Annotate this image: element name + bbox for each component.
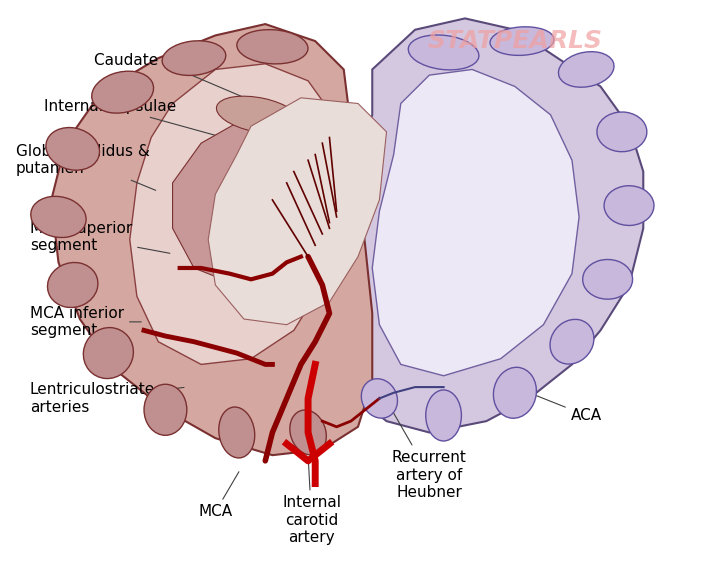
Text: MCA inferior
segment: MCA inferior segment bbox=[30, 306, 141, 338]
Ellipse shape bbox=[83, 328, 133, 378]
Ellipse shape bbox=[31, 196, 86, 238]
Text: Internal
carotid
artery: Internal carotid artery bbox=[282, 458, 341, 545]
Text: Lentriculostriate
arteries: Lentriculostriate arteries bbox=[30, 382, 184, 414]
Ellipse shape bbox=[92, 71, 153, 113]
Text: MCA: MCA bbox=[198, 472, 239, 519]
Ellipse shape bbox=[597, 112, 647, 152]
Ellipse shape bbox=[362, 378, 397, 418]
Ellipse shape bbox=[604, 186, 654, 226]
Ellipse shape bbox=[408, 35, 479, 70]
Ellipse shape bbox=[47, 263, 98, 307]
Text: ACA: ACA bbox=[525, 391, 601, 423]
Polygon shape bbox=[173, 115, 322, 285]
Ellipse shape bbox=[583, 259, 633, 299]
Polygon shape bbox=[337, 18, 643, 433]
Polygon shape bbox=[208, 98, 387, 325]
Polygon shape bbox=[130, 64, 344, 364]
Text: Globus pallidus &
putamen: Globus pallidus & putamen bbox=[16, 144, 155, 190]
Text: Internal capsulae: Internal capsulae bbox=[44, 99, 241, 142]
Ellipse shape bbox=[426, 390, 461, 441]
Ellipse shape bbox=[558, 52, 614, 87]
Ellipse shape bbox=[162, 41, 226, 75]
Text: STATPEARLS: STATPEARLS bbox=[427, 29, 602, 53]
Text: Recurrent
artery of
Heubner: Recurrent artery of Heubner bbox=[392, 409, 467, 500]
Polygon shape bbox=[372, 70, 579, 376]
Ellipse shape bbox=[46, 128, 100, 170]
Ellipse shape bbox=[216, 96, 300, 133]
Text: MCA superior
segment: MCA superior segment bbox=[30, 221, 170, 253]
Ellipse shape bbox=[493, 367, 536, 418]
Ellipse shape bbox=[490, 27, 554, 55]
Ellipse shape bbox=[144, 384, 187, 435]
Ellipse shape bbox=[237, 30, 308, 64]
Ellipse shape bbox=[550, 319, 594, 364]
Ellipse shape bbox=[290, 410, 326, 455]
Text: Caudate nucleus: Caudate nucleus bbox=[94, 54, 256, 103]
Polygon shape bbox=[52, 24, 372, 455]
Ellipse shape bbox=[219, 407, 255, 458]
